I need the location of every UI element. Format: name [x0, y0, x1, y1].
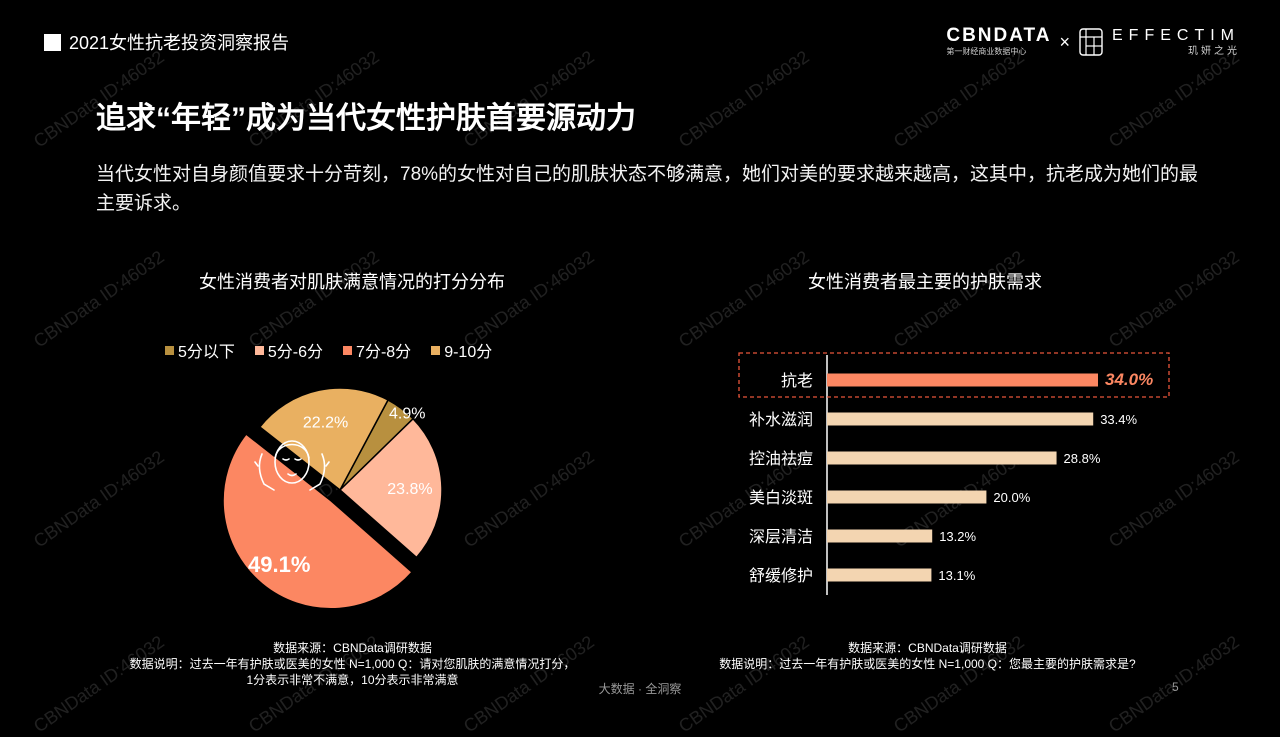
- page-title: 追求“年轻”成为当代女性护肤首要源动力: [96, 102, 636, 135]
- bar-category-label: 深层清洁: [749, 528, 813, 546]
- bar-value-label: 20.0%: [993, 490, 1030, 505]
- pie-slice-5to6: [338, 417, 443, 559]
- watermark-text: CBNData ID:46032: [890, 246, 1028, 352]
- legend-item-7to8: 7分-8分: [343, 338, 411, 362]
- effectim-logo-subtext: 玑妍之光: [1188, 46, 1240, 57]
- page-number: 5: [1172, 680, 1179, 694]
- legend-swatch-9to10: [431, 345, 441, 355]
- pie-label: 4.9%: [389, 405, 425, 422]
- report-title: 2021女性抗老投资洞察报告: [69, 33, 290, 53]
- logo-separator: ×: [1059, 31, 1070, 52]
- bar-category-label: 舒缓修护: [749, 567, 813, 585]
- watermark-text: CBNData ID:46032: [675, 246, 813, 352]
- effectim-logo: EFFECTIM 玑妍之光: [1112, 26, 1240, 58]
- watermark-text: CBNData ID:46032: [675, 446, 813, 552]
- effectim-mark-icon: [1079, 28, 1103, 56]
- legend-swatch-5to6: [254, 345, 264, 355]
- watermark-text: CBNData ID:46032: [245, 446, 383, 552]
- bar-value-label: 34.0%: [1105, 370, 1153, 389]
- pie-label: 23.8%: [387, 481, 432, 498]
- bar-category-label: 补水滋润: [749, 411, 813, 429]
- footer-tagline: 大数据 · 全洞察: [598, 682, 682, 696]
- watermark-text: CBNData ID:46032: [890, 46, 1028, 152]
- legend-swatch-below5: [165, 345, 174, 355]
- bar-1: [827, 412, 1094, 426]
- pie-slice-7to8: [222, 432, 414, 610]
- brand-logos: CBNDATA 第一财经商业数据中心 × EFFECTIM 玑妍之光: [946, 26, 1240, 58]
- bar-value-label: 13.2%: [939, 529, 976, 544]
- legend-label-9to10: 9-10分: [444, 344, 493, 361]
- watermark-text: CBNData ID:46032: [30, 246, 168, 352]
- legend-item-9to10: 9-10分: [431, 338, 492, 362]
- watermark-text: CBNData ID:46032: [245, 246, 383, 352]
- header-square-icon: [44, 33, 61, 51]
- legend-label-5to6: 5分-6分: [267, 344, 324, 361]
- watermark-text: CBNData ID:46032: [460, 246, 598, 352]
- pie-chart-title: 女性消费者对肌肤满意情况的打分分布: [199, 272, 505, 292]
- pie-slice-9to10: [258, 387, 390, 492]
- watermark-text: CBNData ID:46032: [675, 46, 813, 152]
- legend-item-5to6: 5分-6分: [254, 338, 324, 362]
- bar-value-label: 13.1%: [938, 568, 975, 583]
- bar-chart-title: 女性消费者最主要的护肤需求: [808, 272, 1042, 292]
- pie-legend: 5分以下 5分-6分 7分-8分 9-10分: [165, 338, 512, 362]
- bar-value-label: 28.8%: [1064, 451, 1101, 466]
- pie-source-note: 数据来源：CBNData调研数据 数据说明：过去一年有护肤或医美的女性 N=1,…: [100, 640, 605, 688]
- highlight-box: [738, 352, 1170, 398]
- bar-value-label: 33.4%: [1100, 412, 1137, 427]
- cbndata-logo-subtext: 第一财经商业数据中心: [946, 47, 1027, 56]
- pie-desc-line2: 1分表示非常不满意，10分表示非常满意: [246, 673, 459, 687]
- watermark-text: CBNData ID:46032: [30, 446, 168, 552]
- bar-0: [827, 373, 1098, 387]
- pie-label: 49.1%: [248, 552, 310, 577]
- watermark-text: CBNData ID:46032: [1105, 446, 1243, 552]
- effectim-logo-text: EFFECTIM: [1112, 27, 1240, 44]
- pie-desc-line1: 数据说明：过去一年有护肤或医美的女性 N=1,000 Q：请对您肌肤的满意情况打…: [129, 657, 576, 671]
- bar-5: [827, 568, 932, 582]
- legend-label-7to8: 7分-8分: [356, 344, 412, 361]
- pie-label: 22.2%: [303, 415, 348, 432]
- watermark-text: CBNData ID:46032: [460, 446, 598, 552]
- legend-item-below5: 5分以下: [165, 338, 235, 362]
- page-description: 当代女性对自身颜值要求十分苛刻，78%的女性对自己的肌肤状态不够满意，她们对美的…: [96, 164, 1199, 214]
- pie-source: 数据来源：CBNData调研数据: [273, 641, 432, 655]
- bar-category-label: 抗老: [781, 372, 813, 390]
- cbndata-logo-text: CBNDATA: [946, 25, 1052, 46]
- watermark-text: CBNData ID:46032: [890, 446, 1028, 552]
- cbndata-logo: CBNDATA 第一财经商业数据中心: [946, 26, 1051, 58]
- legend-swatch-7to8: [343, 345, 353, 355]
- bar-source: 数据来源：CBNData调研数据: [848, 641, 1007, 655]
- watermark-text: CBNData ID:46032: [1105, 46, 1243, 152]
- watermark-text: CBNData ID:46032: [1105, 246, 1243, 352]
- legend-label-below5: 5分以下: [178, 344, 235, 361]
- report-header: 2021女性抗老投资洞察报告: [44, 30, 289, 54]
- bar-source-note: 数据来源：CBNData调研数据 数据说明：过去一年有护肤或医美的女性 N=1,…: [690, 640, 1165, 672]
- bar-desc: 数据说明：过去一年有护肤或医美的女性 N=1,000 Q：您最主要的护肤需求是?: [719, 657, 1136, 671]
